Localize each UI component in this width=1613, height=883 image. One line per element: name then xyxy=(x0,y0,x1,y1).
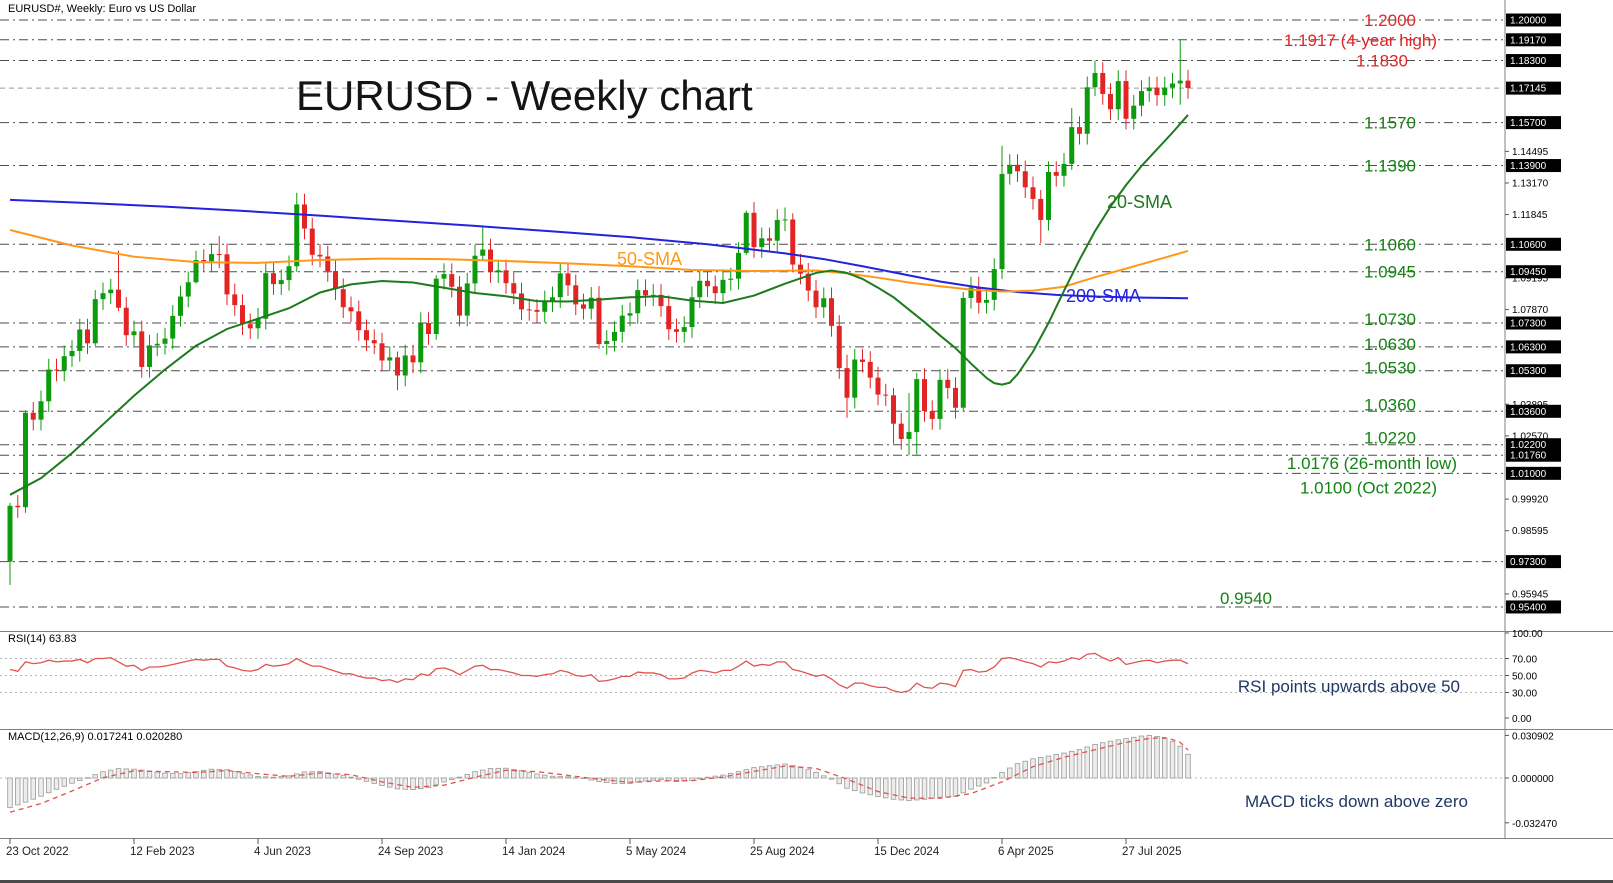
svg-text:5 May 2024: 5 May 2024 xyxy=(626,846,687,858)
svg-text:1.1917 (4-year high): 1.1917 (4-year high) xyxy=(1284,31,1437,50)
svg-text:1.17145: 1.17145 xyxy=(1510,84,1547,95)
svg-text:15 Dec 2024: 15 Dec 2024 xyxy=(874,846,940,858)
svg-text:25 Aug 2024: 25 Aug 2024 xyxy=(750,846,815,858)
rsi-panel: 100.00 70.00 50.00 30.00 0.00 xyxy=(0,629,1543,725)
svg-text:0.98595: 0.98595 xyxy=(1512,526,1549,537)
svg-text:1.1390: 1.1390 xyxy=(1364,157,1416,176)
svg-text:1.2000: 1.2000 xyxy=(1364,11,1416,30)
svg-text:1.13170: 1.13170 xyxy=(1512,178,1549,189)
svg-text:6 Apr 2025: 6 Apr 2025 xyxy=(998,846,1054,858)
svg-text:1.1570: 1.1570 xyxy=(1364,114,1416,133)
svg-text:1.09450: 1.09450 xyxy=(1510,267,1547,278)
svg-text:1.01000: 1.01000 xyxy=(1510,469,1547,480)
svg-text:1.02200: 1.02200 xyxy=(1510,440,1547,451)
price-level-lines xyxy=(0,19,1503,608)
svg-text:24 Sep 2023: 24 Sep 2023 xyxy=(378,846,443,858)
svg-text:27 Jul 2025: 27 Jul 2025 xyxy=(1122,846,1181,858)
svg-text:1.10600: 1.10600 xyxy=(1510,240,1547,251)
svg-text:30.00: 30.00 xyxy=(1512,689,1537,700)
sma-200-line xyxy=(9,198,1189,300)
svg-text:1.13900: 1.13900 xyxy=(1510,161,1547,172)
svg-text:12 Feb 2023: 12 Feb 2023 xyxy=(130,846,195,858)
svg-text:1.0630: 1.0630 xyxy=(1364,335,1416,354)
svg-text:23 Oct 2022: 23 Oct 2022 xyxy=(6,846,69,858)
svg-text:-0.032470: -0.032470 xyxy=(1512,819,1557,830)
time-axis: 23 Oct 2022 12 Feb 2023 4 Jun 2023 24 Sep 2… xyxy=(6,838,1181,858)
svg-text:1.0360: 1.0360 xyxy=(1364,395,1416,414)
candles-layer xyxy=(7,39,1191,586)
svg-text:1.0530: 1.0530 xyxy=(1364,359,1416,378)
svg-text:1.0945: 1.0945 xyxy=(1364,263,1416,282)
svg-text:1.06300: 1.06300 xyxy=(1510,342,1547,353)
svg-text:1.09195: 1.09195 xyxy=(1512,273,1549,284)
sma-50-line xyxy=(9,228,1189,293)
sma-20-line xyxy=(9,114,1189,496)
svg-text:0.99920: 0.99920 xyxy=(1512,495,1549,506)
svg-text:4 Jun 2023: 4 Jun 2023 xyxy=(254,846,311,858)
svg-text:1.18300: 1.18300 xyxy=(1510,56,1547,67)
svg-text:100.00: 100.00 xyxy=(1512,629,1543,640)
svg-text:1.20000: 1.20000 xyxy=(1510,16,1547,27)
svg-text:1.1060: 1.1060 xyxy=(1364,235,1416,254)
svg-text:1.02570: 1.02570 xyxy=(1512,431,1549,442)
svg-text:1.07870: 1.07870 xyxy=(1512,305,1549,316)
svg-text:1.03600: 1.03600 xyxy=(1510,407,1547,418)
macd-panel: 0.030902 0.000000 -0.032470 xyxy=(0,731,1557,830)
svg-text:0.95400: 0.95400 xyxy=(1510,602,1547,613)
svg-text:1.11845: 1.11845 xyxy=(1512,210,1548,221)
svg-text:0.95945: 0.95945 xyxy=(1512,589,1549,600)
svg-text:1.15700: 1.15700 xyxy=(1510,118,1547,129)
svg-text:1.01760: 1.01760 xyxy=(1510,451,1547,462)
svg-text:70.00: 70.00 xyxy=(1512,655,1537,666)
window-bottom-edge xyxy=(0,880,1613,883)
svg-text:14 Jan 2024: 14 Jan 2024 xyxy=(502,846,566,858)
svg-text:1.0730: 1.0730 xyxy=(1364,310,1416,329)
svg-text:1.19170: 1.19170 xyxy=(1510,35,1547,46)
svg-text:0.97300: 0.97300 xyxy=(1510,557,1547,568)
svg-text:50.00: 50.00 xyxy=(1512,672,1537,683)
price-axis-boxes: 1.20000 1.19170 1.18300 1.15700 1.13900 1.106… xyxy=(1506,13,1561,614)
panel-separators xyxy=(0,631,1613,839)
svg-text:1.05300: 1.05300 xyxy=(1510,366,1547,377)
svg-text:1.0220: 1.0220 xyxy=(1364,429,1416,448)
svg-text:0.000000: 0.000000 xyxy=(1512,774,1554,785)
svg-text:1.1830: 1.1830 xyxy=(1356,52,1408,71)
svg-text:0.030902: 0.030902 xyxy=(1512,731,1554,742)
svg-text:0.9540: 0.9540 xyxy=(1220,589,1272,608)
svg-text:1.0176 (26-month low): 1.0176 (26-month low) xyxy=(1287,454,1457,473)
svg-text:1.0100 (Oct 2022): 1.0100 (Oct 2022) xyxy=(1300,478,1437,497)
svg-text:1.14495: 1.14495 xyxy=(1512,147,1549,158)
svg-text:0.00: 0.00 xyxy=(1512,714,1532,725)
svg-text:1.07300: 1.07300 xyxy=(1510,319,1547,330)
